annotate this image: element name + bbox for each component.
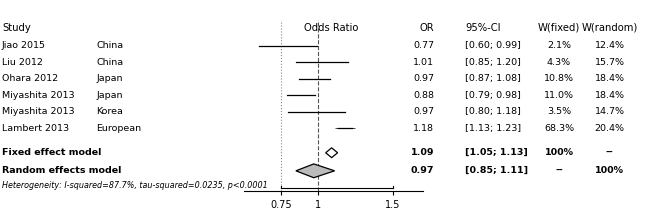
Text: 68.3%: 68.3% (544, 124, 574, 133)
Text: European: European (96, 124, 141, 133)
Text: Korea: Korea (96, 107, 123, 116)
Text: 14.7%: 14.7% (595, 107, 625, 116)
Text: 12.4%: 12.4% (595, 41, 625, 51)
Text: 100%: 100% (595, 166, 624, 175)
Text: Japan: Japan (96, 91, 123, 100)
Text: [0.60; 0.99]: [0.60; 0.99] (465, 41, 521, 51)
Text: W(random): W(random) (582, 23, 638, 33)
Text: China: China (96, 41, 124, 51)
Text: 20.4%: 20.4% (595, 124, 625, 133)
Text: [0.80; 1.18]: [0.80; 1.18] (465, 107, 521, 116)
Text: --: -- (555, 166, 563, 175)
Text: Japan: Japan (96, 74, 123, 83)
Text: Miyashita 2013: Miyashita 2013 (2, 91, 75, 100)
Text: 1.09: 1.09 (411, 148, 434, 157)
Text: Lambert 2013: Lambert 2013 (2, 124, 69, 133)
Text: Miyashita 2013: Miyashita 2013 (2, 107, 75, 116)
Text: Heterogeneity: I-squared=87.7%, tau-squared=0.0235, p<0.0001: Heterogeneity: I-squared=87.7%, tau-squa… (2, 181, 268, 190)
Text: Jiao 2015: Jiao 2015 (2, 41, 46, 51)
Text: 0.97: 0.97 (413, 74, 434, 83)
Text: 1.18: 1.18 (413, 124, 434, 133)
Text: Ohara 2012: Ohara 2012 (2, 74, 58, 83)
Text: 2.1%: 2.1% (547, 41, 571, 51)
Polygon shape (296, 164, 335, 178)
Text: 0.77: 0.77 (413, 41, 434, 51)
Text: 0.97: 0.97 (411, 166, 434, 175)
Text: 18.4%: 18.4% (595, 74, 625, 83)
Text: [1.13; 1.23]: [1.13; 1.23] (465, 124, 521, 133)
Text: 3.5%: 3.5% (547, 107, 571, 116)
Text: [0.85; 1.20]: [0.85; 1.20] (465, 58, 521, 67)
Text: OR: OR (420, 23, 434, 33)
Text: 11.0%: 11.0% (544, 91, 574, 100)
Text: 18.4%: 18.4% (595, 91, 625, 100)
Text: [0.87; 1.08]: [0.87; 1.08] (465, 74, 521, 83)
Text: [1.05; 1.13]: [1.05; 1.13] (465, 148, 528, 157)
Text: Fixed effect model: Fixed effect model (2, 148, 101, 157)
Text: W(fixed): W(fixed) (538, 23, 580, 33)
Text: 100%: 100% (545, 148, 573, 157)
Text: [0.85; 1.11]: [0.85; 1.11] (465, 166, 528, 175)
Text: 10.8%: 10.8% (544, 74, 574, 83)
Text: [0.79; 0.98]: [0.79; 0.98] (465, 91, 521, 100)
Text: China: China (96, 58, 124, 67)
Text: 0.88: 0.88 (413, 91, 434, 100)
Text: --: -- (606, 148, 614, 157)
Polygon shape (326, 148, 337, 158)
Text: 1.01: 1.01 (413, 58, 434, 67)
Text: Odds Ratio: Odds Ratio (304, 23, 359, 33)
Text: 4.3%: 4.3% (547, 58, 571, 67)
Text: 0.97: 0.97 (413, 107, 434, 116)
Text: 15.7%: 15.7% (595, 58, 625, 67)
Text: Liu 2012: Liu 2012 (2, 58, 43, 67)
Text: 95%-CI: 95%-CI (465, 23, 501, 33)
Text: Study: Study (2, 23, 31, 33)
Text: Random effects model: Random effects model (2, 166, 122, 175)
